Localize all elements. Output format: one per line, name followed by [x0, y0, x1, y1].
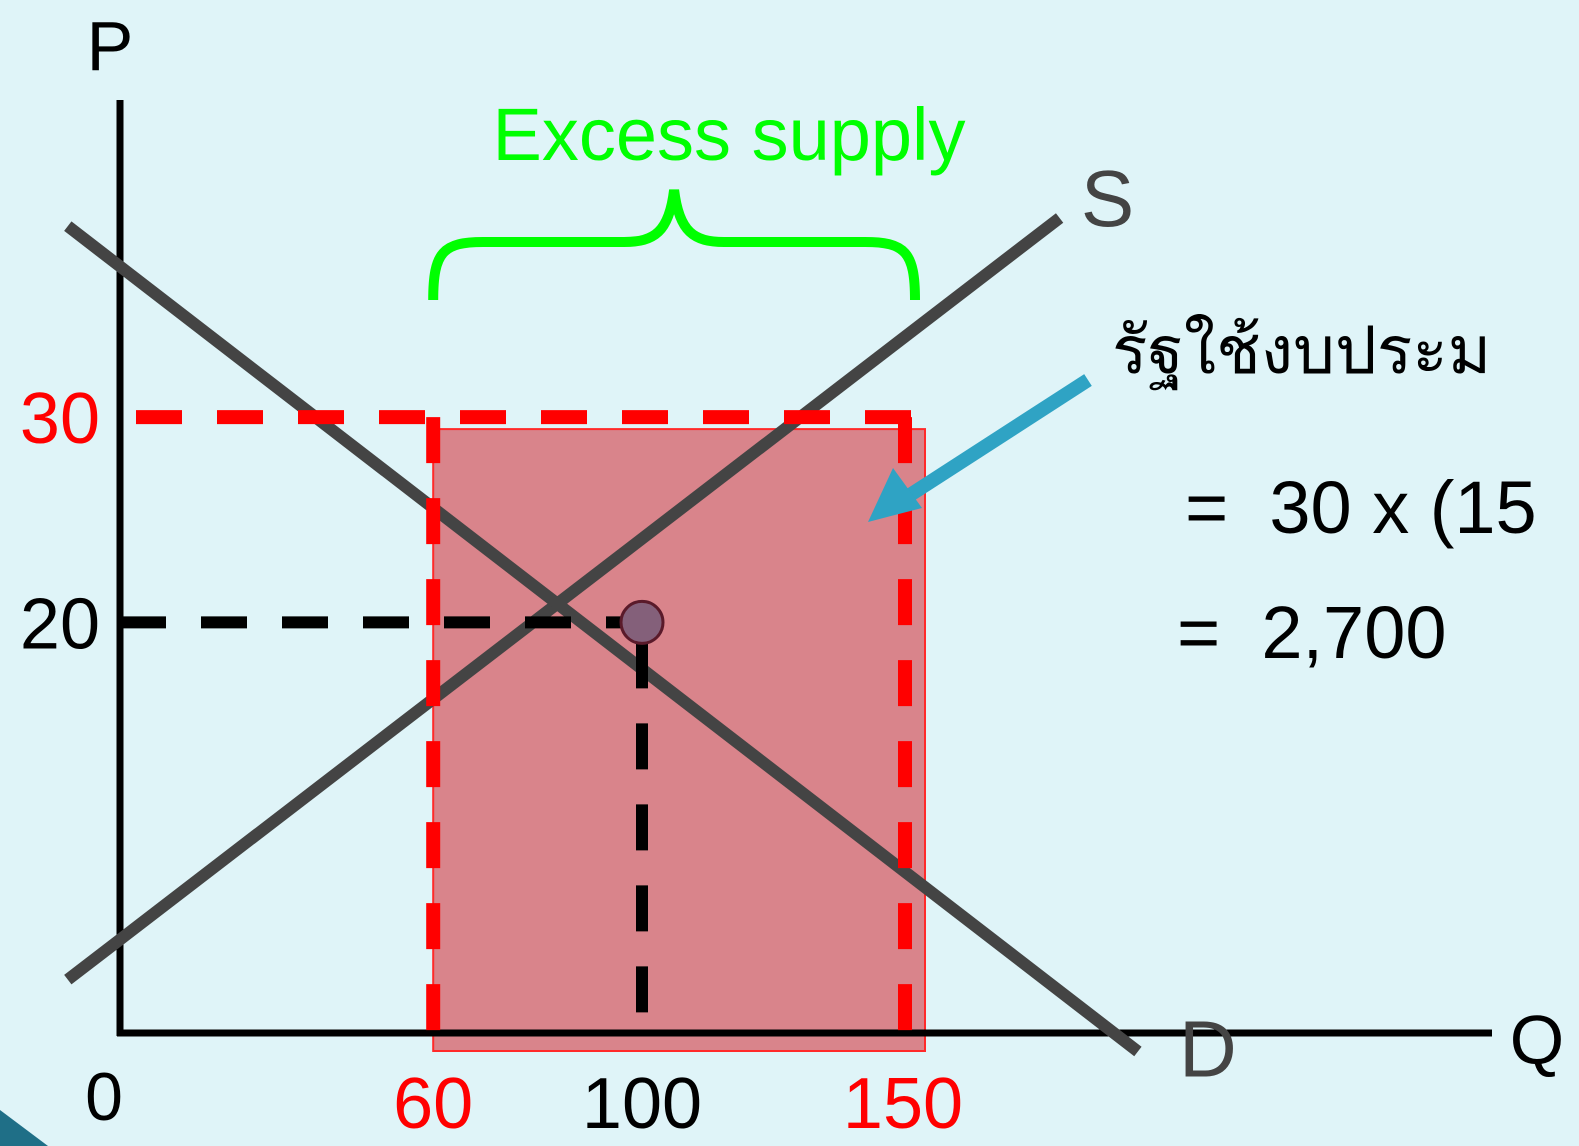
y-tick-label: 30	[20, 379, 100, 459]
x-tick-label: 150	[843, 1064, 963, 1144]
annotation-arrow-shaft	[906, 374, 1092, 501]
annotation-line-2: = 30 x (15	[1185, 466, 1537, 549]
s-curve-label: S	[1081, 154, 1134, 243]
x-axis-label: Q	[1510, 1001, 1564, 1079]
s-curve	[64, 213, 1064, 985]
annotation-line-3: = 2,700	[1177, 591, 1447, 674]
excess-supply-label: Excess supply	[493, 93, 966, 176]
annotation-arrow-head	[868, 468, 922, 522]
slide-corner-decoration	[0, 1110, 48, 1146]
y-axis-label: P	[87, 7, 134, 85]
d-curve-label: D	[1179, 1004, 1237, 1093]
y-tick-label: 20	[20, 584, 100, 664]
annotation-line-1: รัฐใช้งบประม	[1112, 312, 1491, 390]
d-curve	[64, 221, 1142, 1057]
origin-label: 0	[85, 1059, 123, 1135]
x-tick-label: 100	[582, 1064, 702, 1144]
equilibrium-point	[619, 599, 665, 645]
government-budget-area	[432, 428, 926, 1053]
excess-supply-brace	[428, 189, 920, 301]
x-tick-label: 60	[393, 1064, 473, 1144]
